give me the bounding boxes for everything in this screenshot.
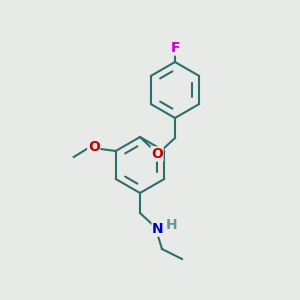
Text: H: H [166, 218, 178, 232]
Text: F: F [170, 41, 180, 55]
Text: N: N [152, 222, 164, 236]
Text: O: O [151, 147, 163, 161]
Text: O: O [88, 140, 100, 154]
